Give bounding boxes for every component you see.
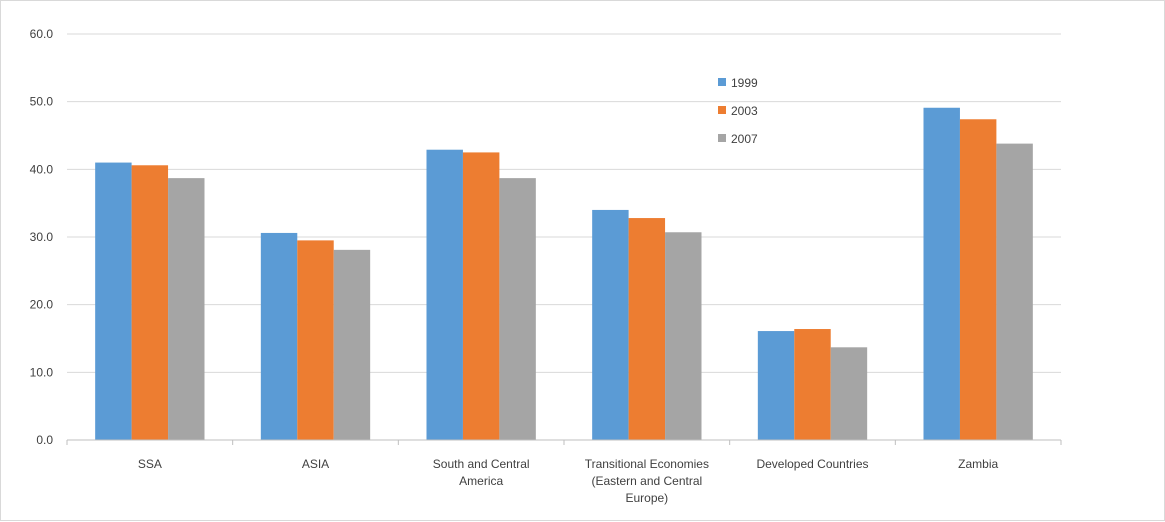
legend-label: 2003 [731, 104, 758, 118]
gridlines [67, 33, 1061, 373]
legend-swatch-2003 [718, 106, 726, 114]
x-category-label: ASIA [302, 457, 329, 471]
x-category-label: Zambia [958, 457, 998, 471]
x-category-label: South and Central America [433, 457, 530, 488]
bar-1999 [592, 209, 629, 440]
bar-1999 [923, 107, 960, 441]
bar-2007 [168, 178, 205, 440]
y-tick-label: 60.0 [30, 27, 54, 41]
x-category-label: Transitional Economies (Eastern and Centr… [585, 457, 709, 505]
y-tick-label: 50.0 [30, 95, 54, 109]
bar-2003 [462, 152, 500, 440]
bar-1999 [426, 149, 463, 440]
legend-label: 1999 [731, 76, 758, 90]
bar-2007 [996, 143, 1033, 440]
bar-2003 [297, 240, 334, 440]
y-tick-label: 30.0 [30, 230, 54, 244]
bar-2003 [131, 165, 169, 441]
bar-1999 [757, 331, 795, 440]
legend-swatch-2007 [718, 134, 726, 142]
bar-2003 [794, 329, 831, 440]
bar-2007 [333, 249, 371, 440]
legend-label: 2007 [731, 132, 758, 146]
x-axis [66, 439, 1062, 445]
bar-1999 [95, 162, 132, 441]
x-category-label: SSA [138, 457, 162, 471]
bar-2003 [959, 119, 997, 440]
bar-2003 [628, 218, 666, 440]
y-tick-label: 40.0 [30, 162, 54, 176]
bar-2007 [665, 232, 702, 440]
bar-2007 [499, 178, 536, 440]
legend-swatch-1999 [718, 78, 726, 86]
y-tick-label: 10.0 [30, 365, 54, 379]
y-tick-label: 0.0 [36, 433, 53, 447]
x-category-label: Developed Countries [756, 457, 868, 471]
bar-1999 [260, 232, 298, 440]
legend: 1999 2003 2007 [718, 76, 758, 146]
y-axis-ticks: 0.0 10.0 20.0 30.0 40.0 50.0 60.0 [30, 27, 54, 447]
bars [95, 107, 1033, 441]
x-axis-labels: SSA ASIA South and Central America Transitio… [138, 457, 999, 505]
bar-2007 [830, 347, 868, 440]
y-tick-label: 20.0 [30, 298, 54, 312]
